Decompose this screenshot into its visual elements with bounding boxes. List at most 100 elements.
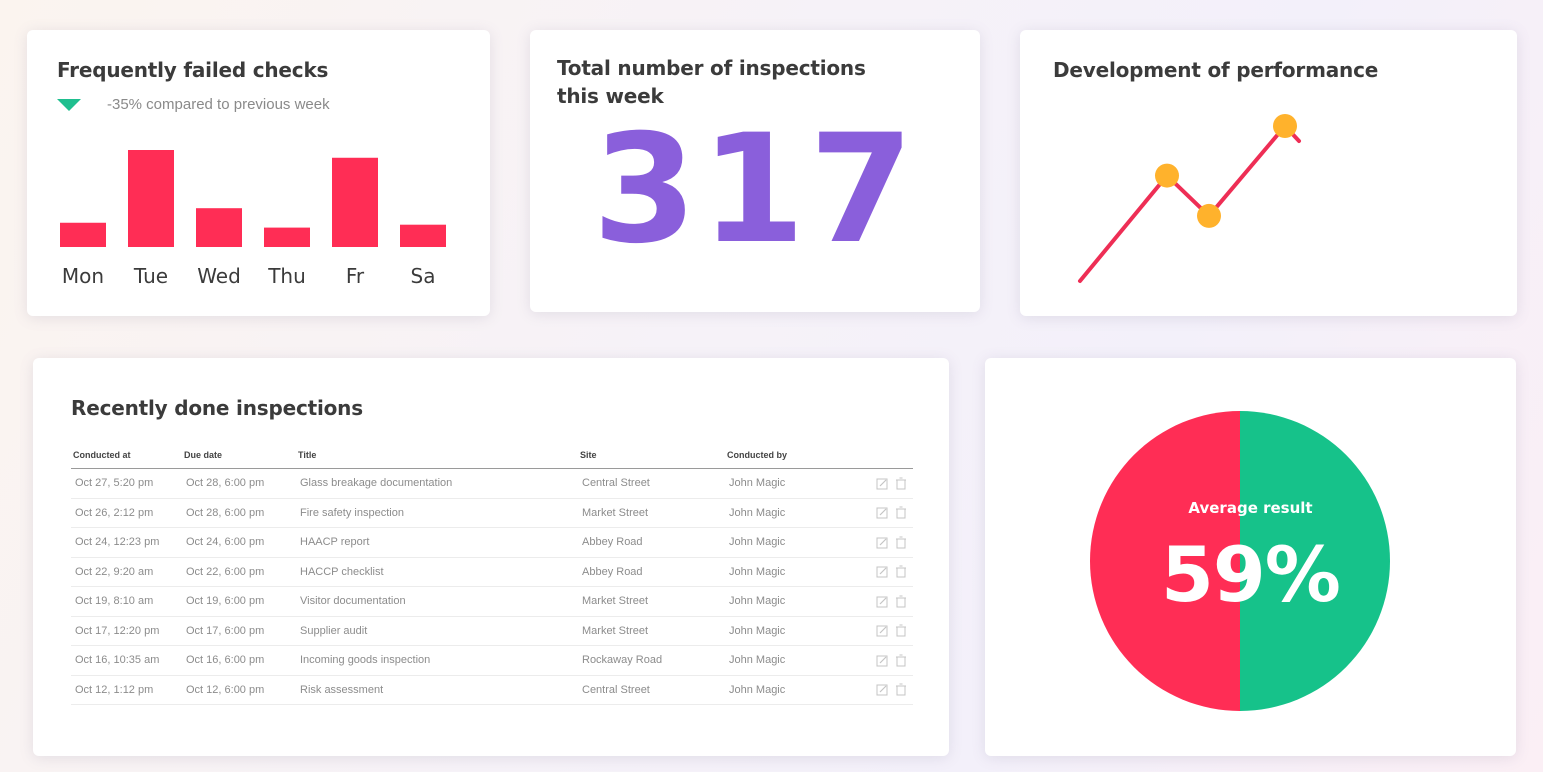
- bar-label-thu: Thu: [267, 264, 306, 288]
- row-actions: [845, 527, 913, 558]
- conducted-by-cell: John Magic: [725, 498, 845, 528]
- conducted-at-cell: Oct 19, 8:10 am: [71, 586, 182, 617]
- due-date-cell: Oct 16, 6:00 pm: [182, 645, 296, 676]
- title-cell: Glass breakage documentation: [296, 468, 578, 499]
- performance-series-line: [1078, 124, 1301, 283]
- column-header-conducted-at[interactable]: Conducted at: [71, 450, 182, 469]
- due-date-cell: Oct 17, 6:00 pm: [182, 616, 296, 646]
- bar-sa: [400, 224, 446, 247]
- table-row[interactable]: Oct 24, 12:23 pm Oct 24, 6:00 pm HAACP rep…: [71, 527, 913, 558]
- row-actions: [845, 616, 913, 646]
- edit-icon[interactable]: [876, 506, 889, 519]
- title-cell: Fire safety inspection: [296, 498, 578, 528]
- title-cell: Risk assessment: [296, 675, 578, 705]
- site-cell: Market Street: [578, 586, 725, 617]
- failed-checks-card: Frequently failed checks -35% compared t…: [27, 30, 490, 316]
- bar-mon: [60, 222, 106, 247]
- trash-icon[interactable]: [895, 536, 907, 549]
- bar-label-wed: Wed: [197, 264, 241, 288]
- inspections-table-body: Oct 27, 5:20 pm Oct 28, 6:00 pm Glass brea…: [71, 468, 913, 705]
- trash-icon[interactable]: [895, 654, 907, 667]
- conducted-by-cell: John Magic: [725, 586, 845, 617]
- row-actions: [845, 468, 913, 499]
- performance-title: Development of performance: [1053, 58, 1379, 82]
- conducted-by-cell: John Magic: [725, 468, 845, 499]
- triangle-down-icon: [57, 98, 81, 111]
- due-date-cell: Oct 24, 6:00 pm: [182, 527, 296, 558]
- table-row[interactable]: Oct 16, 10:35 am Oct 16, 6:00 pm Incoming …: [71, 645, 913, 676]
- conducted-at-cell: Oct 24, 12:23 pm: [71, 527, 182, 558]
- edit-icon[interactable]: [876, 624, 889, 637]
- table-row[interactable]: Oct 19, 8:10 am Oct 19, 6:00 pm Visitor do…: [71, 586, 913, 617]
- trash-icon[interactable]: [895, 565, 907, 578]
- row-actions: [845, 675, 913, 705]
- table-row[interactable]: Oct 12, 1:12 pm Oct 12, 6:00 pm Risk asses…: [71, 675, 913, 705]
- edit-icon[interactable]: [876, 536, 889, 549]
- table-header-row: Conducted at Due date Title Site Conduct…: [71, 450, 913, 469]
- site-cell: Central Street: [578, 675, 725, 705]
- trash-icon[interactable]: [895, 477, 907, 490]
- table-row[interactable]: Oct 27, 5:20 pm Oct 28, 6:00 pm Glass brea…: [71, 468, 913, 499]
- site-cell: Market Street: [578, 498, 725, 528]
- due-date-cell: Oct 12, 6:00 pm: [182, 675, 296, 705]
- title-cell: Visitor documentation: [296, 586, 578, 617]
- bar-fr: [332, 157, 378, 247]
- trend-text: -35% compared to previous week: [107, 96, 330, 113]
- trash-icon[interactable]: [895, 624, 907, 637]
- edit-icon[interactable]: [876, 595, 889, 608]
- edit-icon[interactable]: [876, 565, 889, 578]
- conducted-at-cell: Oct 12, 1:12 pm: [71, 675, 182, 705]
- conducted-by-cell: John Magic: [725, 527, 845, 558]
- failed-checks-bar-chart: Mon Tue Wed Thu Fr Sa: [60, 150, 446, 288]
- table-row[interactable]: Oct 17, 12:20 pm Oct 17, 6:00 pm Supplier …: [71, 616, 913, 646]
- conducted-by-cell: John Magic: [725, 557, 845, 587]
- title-cell: Supplier audit: [296, 616, 578, 646]
- bar-label-mon: Mon: [62, 264, 104, 288]
- recent-inspections-card: Recently done inspections Conducted at D…: [33, 358, 949, 756]
- column-header-conducted-by[interactable]: Conducted by: [725, 450, 845, 469]
- bar-label-sa: Sa: [411, 264, 436, 288]
- column-header-actions: [845, 450, 913, 469]
- performance-point-1: [1155, 163, 1179, 188]
- bar-wed: [196, 208, 242, 247]
- site-cell: Rockaway Road: [578, 645, 725, 676]
- bar-label-tue: Tue: [133, 264, 168, 288]
- performance-point-3: [1273, 114, 1297, 138]
- due-date-cell: Oct 19, 6:00 pm: [182, 586, 296, 617]
- column-header-due-date[interactable]: Due date: [182, 450, 296, 469]
- trash-icon[interactable]: [895, 595, 907, 608]
- performance-line-chart: [1078, 114, 1301, 283]
- average-result-value: 59%: [1161, 530, 1341, 619]
- performance-card: Development of performance: [1020, 30, 1517, 316]
- trash-icon[interactable]: [895, 506, 907, 519]
- bar-tue: [128, 150, 174, 247]
- site-cell: Abbey Road: [578, 527, 725, 558]
- average-result-card: Average result 59%: [985, 358, 1516, 756]
- total-inspections-value: 317: [592, 103, 918, 277]
- row-actions: [845, 557, 913, 587]
- column-header-site[interactable]: Site: [578, 450, 725, 469]
- performance-point-2: [1197, 203, 1221, 228]
- column-header-title[interactable]: Title: [296, 450, 578, 469]
- bar-thu: [264, 227, 310, 247]
- total-inspections-card: Total number of inspections this week 31…: [530, 30, 980, 312]
- edit-icon[interactable]: [876, 683, 889, 696]
- edit-icon[interactable]: [876, 654, 889, 667]
- edit-icon[interactable]: [876, 477, 889, 490]
- title-cell: Incoming goods inspection: [296, 645, 578, 676]
- row-actions: [845, 498, 913, 528]
- conducted-at-cell: Oct 22, 9:20 am: [71, 557, 182, 587]
- total-inspections-title: Total number of inspections this week: [557, 56, 866, 108]
- recent-inspections-title: Recently done inspections: [71, 396, 363, 420]
- failed-checks-title: Frequently failed checks: [57, 58, 329, 82]
- due-date-cell: Oct 28, 6:00 pm: [182, 468, 296, 499]
- table-row[interactable]: Oct 26, 2:12 pm Oct 28, 6:00 pm Fire safet…: [71, 498, 913, 528]
- due-date-cell: Oct 22, 6:00 pm: [182, 557, 296, 587]
- site-cell: Abbey Road: [578, 557, 725, 587]
- conducted-at-cell: Oct 17, 12:20 pm: [71, 616, 182, 646]
- table-row[interactable]: Oct 22, 9:20 am Oct 22, 6:00 pm HACCP chec…: [71, 557, 913, 587]
- average-result-pie-chart: [1090, 411, 1390, 711]
- conducted-at-cell: Oct 26, 2:12 pm: [71, 498, 182, 528]
- bar-label-fr: Fr: [346, 264, 365, 288]
- trash-icon[interactable]: [895, 683, 907, 696]
